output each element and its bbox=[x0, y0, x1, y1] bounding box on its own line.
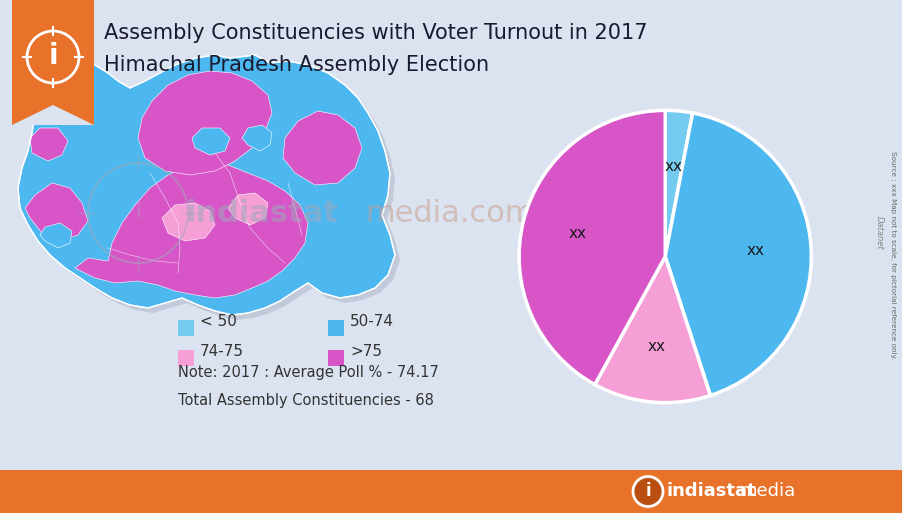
Polygon shape bbox=[12, 105, 94, 125]
Text: xx: xx bbox=[648, 339, 666, 354]
FancyBboxPatch shape bbox=[178, 320, 194, 336]
Wedge shape bbox=[666, 113, 811, 396]
Polygon shape bbox=[283, 111, 362, 185]
Text: xx: xx bbox=[747, 243, 765, 259]
Polygon shape bbox=[75, 161, 308, 298]
Wedge shape bbox=[665, 110, 693, 256]
FancyBboxPatch shape bbox=[178, 350, 194, 366]
Circle shape bbox=[633, 477, 663, 506]
Polygon shape bbox=[40, 223, 72, 248]
Text: Total Assembly Constituencies - 68: Total Assembly Constituencies - 68 bbox=[178, 393, 434, 408]
FancyBboxPatch shape bbox=[0, 470, 902, 513]
Text: Assembly Constituencies with Voter Turnout in 2017: Assembly Constituencies with Voter Turno… bbox=[104, 23, 648, 43]
Wedge shape bbox=[594, 256, 711, 403]
Polygon shape bbox=[23, 60, 400, 320]
Text: i: i bbox=[645, 482, 651, 500]
Text: xx: xx bbox=[665, 159, 683, 174]
Text: >75: >75 bbox=[350, 345, 382, 360]
Polygon shape bbox=[242, 125, 272, 151]
Text: 50-74: 50-74 bbox=[350, 314, 394, 329]
Text: indiastat: indiastat bbox=[185, 199, 338, 227]
Text: Note: 2017 : Average Poll % - 74.17: Note: 2017 : Average Poll % - 74.17 bbox=[178, 365, 439, 381]
FancyBboxPatch shape bbox=[12, 0, 94, 125]
Text: Datanet: Datanet bbox=[875, 216, 883, 250]
Text: indiastat: indiastat bbox=[667, 483, 757, 501]
Text: < 50: < 50 bbox=[200, 314, 237, 329]
Text: i: i bbox=[135, 204, 141, 223]
Polygon shape bbox=[138, 71, 272, 175]
Text: 74-75: 74-75 bbox=[200, 345, 244, 360]
Text: i: i bbox=[48, 42, 58, 70]
Text: xx: xx bbox=[568, 226, 586, 242]
Text: media.com: media.com bbox=[365, 199, 534, 227]
FancyBboxPatch shape bbox=[328, 320, 344, 336]
Polygon shape bbox=[25, 183, 88, 241]
FancyBboxPatch shape bbox=[328, 350, 344, 366]
Polygon shape bbox=[228, 193, 268, 225]
Polygon shape bbox=[192, 128, 230, 155]
Polygon shape bbox=[18, 55, 395, 315]
Wedge shape bbox=[520, 110, 666, 385]
Text: Source : xxx Map not to scale, for pictorial reference only.: Source : xxx Map not to scale, for picto… bbox=[890, 151, 896, 359]
Text: Himachal Pradesh Assembly Election: Himachal Pradesh Assembly Election bbox=[104, 55, 489, 75]
Text: media: media bbox=[739, 483, 796, 501]
Polygon shape bbox=[30, 128, 68, 161]
Polygon shape bbox=[162, 203, 215, 241]
